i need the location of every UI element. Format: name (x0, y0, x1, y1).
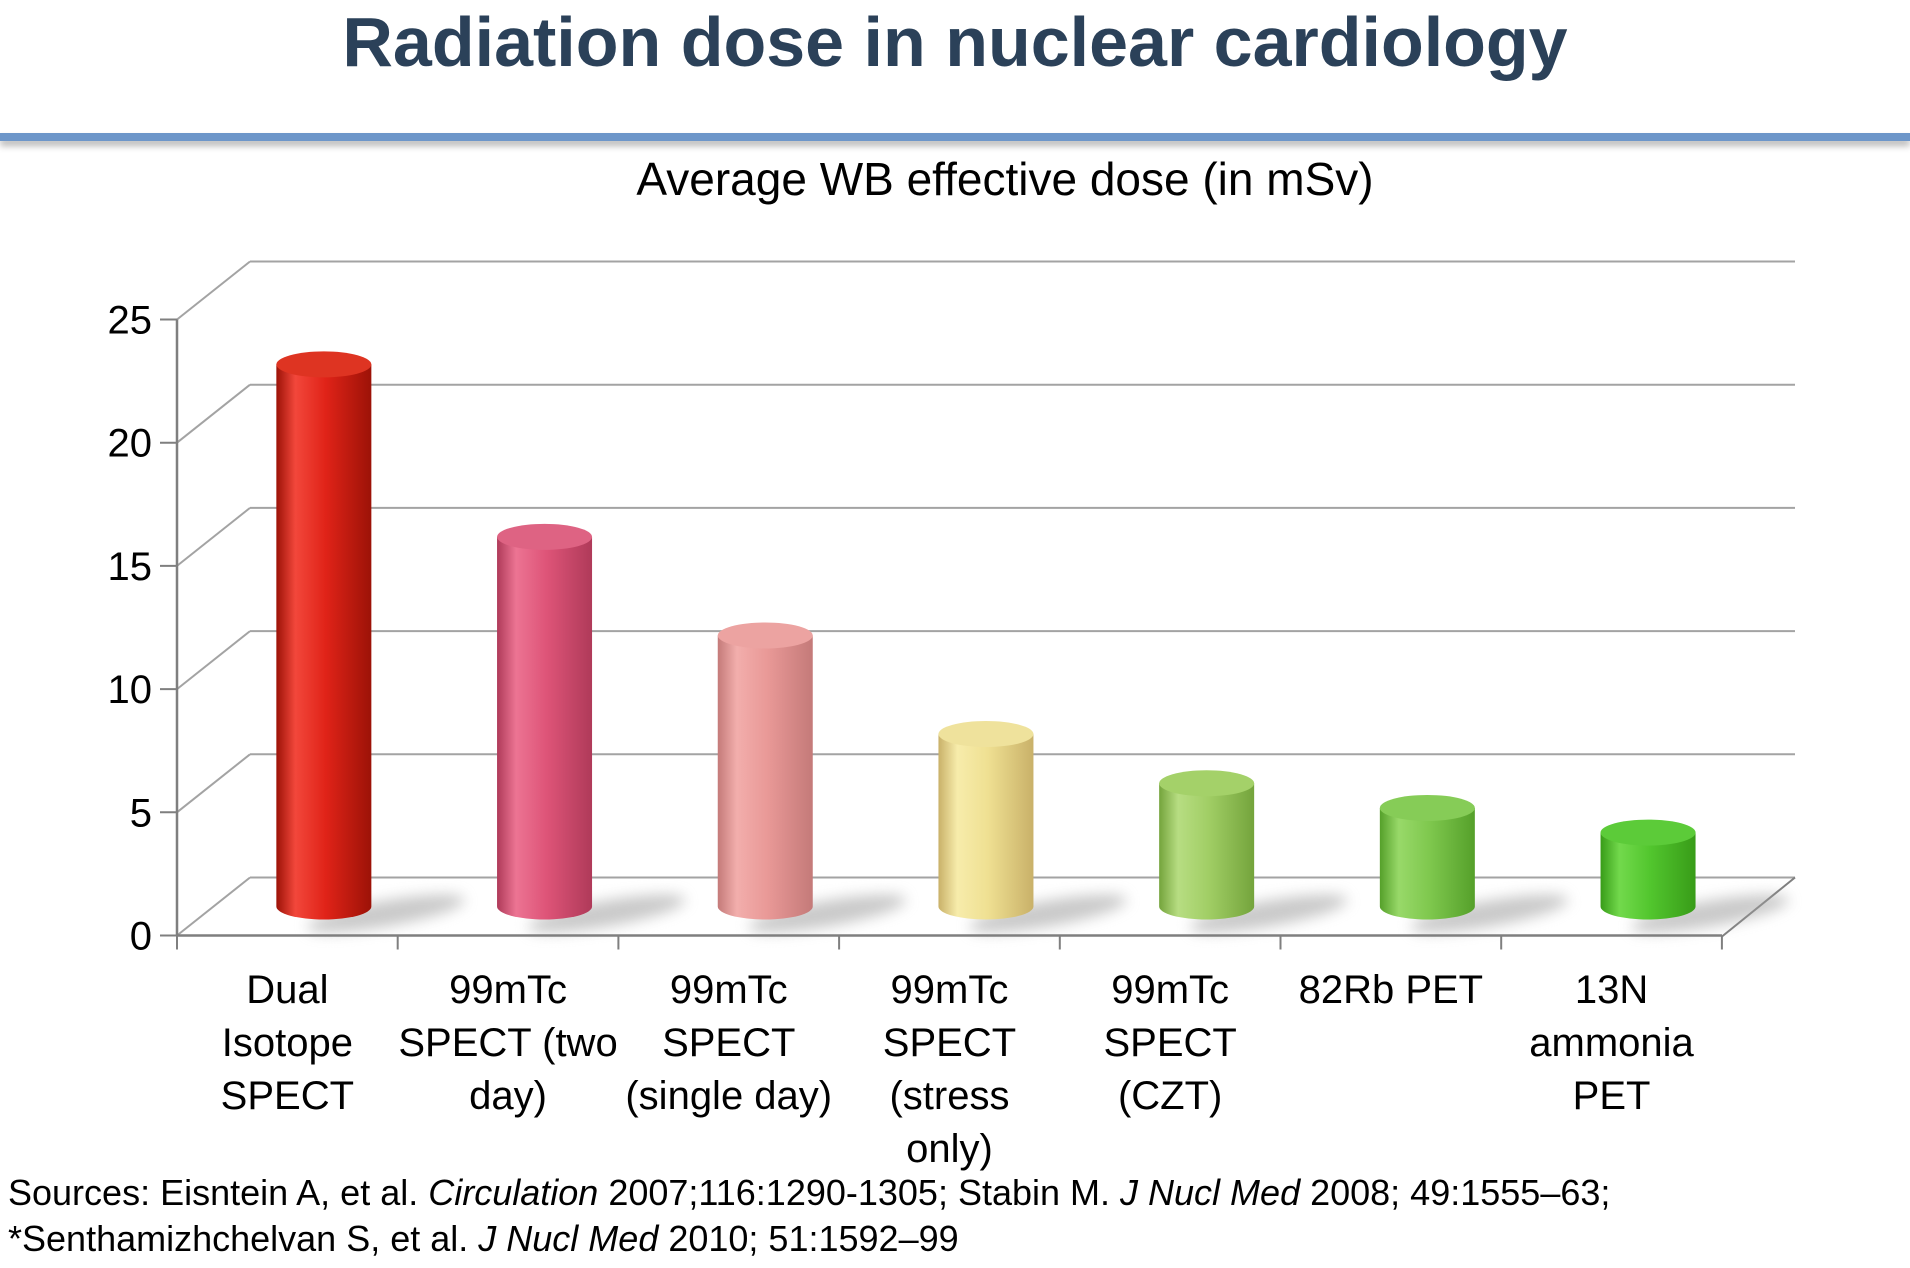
chart-title: Average WB effective dose (in mSv) (636, 153, 1374, 205)
bar-cylinder-top (1379, 794, 1475, 821)
sources-line-2: *Senthamizhchelvan S, et al. J Nucl Med … (8, 1216, 1888, 1262)
bar-cylinder-top (497, 523, 593, 550)
bar-cylinder-top (1159, 770, 1255, 797)
category-label-line: 82Rb PET (1299, 968, 1484, 1012)
category-label-line: SPECT (662, 1021, 795, 1065)
category-label-line: (single day) (625, 1074, 832, 1118)
category-label-line: (stress (889, 1074, 1009, 1118)
source-text: *Senthamizhchelvan S, et al. (8, 1218, 479, 1259)
bar-cylinder-body (1379, 807, 1475, 920)
gridline-diagonal (176, 507, 251, 567)
y-tick-label: 25 (108, 299, 153, 343)
category-label-line: 99mTc (670, 968, 788, 1012)
category-label-line: ammonia (1529, 1021, 1694, 1065)
journal-name: J Nucl Med (478, 1218, 659, 1259)
bar-shadow (1410, 894, 1569, 933)
bar-cylinder-body (1600, 832, 1696, 920)
bar-13n-ammonia-pet (1600, 819, 1789, 933)
category-label-line: SPECT (two (398, 1021, 617, 1065)
bar-99mtc-spect-single-day- (717, 622, 907, 933)
y-tick-label: 20 (108, 422, 153, 466)
y-tick-label: 0 (130, 915, 152, 959)
bar-dual-isotope-spect (276, 351, 465, 933)
y-tick-label: 15 (108, 545, 153, 589)
y-tick-label: 10 (108, 668, 153, 712)
bar-99mtc-spect-czt- (1159, 770, 1348, 933)
bar-cylinder-body (938, 734, 1034, 920)
bar-cylinder-body (717, 635, 813, 920)
title-accent-rule (0, 133, 1910, 141)
bar-82rb-pet (1379, 794, 1569, 933)
category-label: 99mTc SPECT (CZT) (1103, 968, 1236, 1118)
category-label-line: SPECT (1103, 1021, 1236, 1065)
source-text: 2010; 51:1592–99 (658, 1218, 959, 1259)
category-label: 99mTc SPECT (stress only) (883, 968, 1016, 1171)
source-text: 2007;116:1290-1305; Stabin M. (598, 1172, 1121, 1213)
category-label-line: Dual (246, 968, 328, 1012)
y-tick-label: 5 (130, 791, 152, 835)
bar-cylinder-top (276, 351, 372, 378)
category-label: Dual Isotope SPECT (221, 968, 354, 1118)
category-label: 99mTc SPECT (single day) (625, 968, 832, 1118)
bar-cylinder-body (497, 536, 593, 920)
bar-shadow (1189, 894, 1348, 933)
bar-shadow (1631, 894, 1789, 933)
category-label-line: SPECT (221, 1074, 354, 1118)
category-label-line: day) (469, 1074, 547, 1118)
category-label: 82Rb PET (1299, 968, 1484, 1012)
bar-cylinder-top (717, 622, 813, 649)
category-label: 13N ammonia PET (1529, 968, 1694, 1118)
bar-99mtc-spect-two-day- (497, 523, 686, 933)
category-label-line: PET (1573, 1074, 1651, 1118)
category-label-line: Isotope (222, 1021, 353, 1065)
source-text: 2008; 49:1555–63; (1300, 1172, 1611, 1213)
sources-block: Sources: Eisntein A, et al. Circulation … (8, 1170, 1888, 1262)
category-label-line: 99mTc (891, 968, 1009, 1012)
page-title: Radiation dose in nuclear cardiology (342, 3, 1568, 81)
bar-shadow (748, 894, 907, 933)
category-label-line: SPECT (883, 1021, 1016, 1065)
sources-line-1: Sources: Eisntein A, et al. Circulation … (8, 1170, 1888, 1216)
bar-shadow (307, 894, 465, 933)
bar-cylinder-top (938, 721, 1034, 748)
gridline-diagonal (176, 753, 251, 814)
bar-cylinder-top (1600, 819, 1696, 846)
category-label-line: 13N (1575, 968, 1648, 1012)
category-label-line: 99mTc (1111, 968, 1229, 1012)
bar-shadow (969, 894, 1127, 933)
bar-cylinder-body (1159, 783, 1255, 920)
gridline-diagonal (176, 630, 251, 690)
bar-shadow (527, 894, 686, 933)
category-label-line: 99mTc (449, 968, 567, 1012)
floor-edge-left (176, 876, 251, 937)
category-label-line: only) (906, 1127, 993, 1171)
bar-99mtc-spect-stress-only- (938, 721, 1127, 933)
gridline-diagonal (176, 260, 251, 321)
bar-cylinder-body (276, 364, 372, 920)
journal-name: Circulation (428, 1172, 599, 1213)
journal-name: J Nucl Med (1120, 1172, 1301, 1213)
category-label: 99mTc SPECT (two day) (398, 968, 617, 1118)
category-label-line: (CZT) (1118, 1074, 1222, 1118)
source-text: Sources: Eisntein A, et al. (8, 1172, 429, 1213)
gridline-diagonal (176, 383, 251, 444)
